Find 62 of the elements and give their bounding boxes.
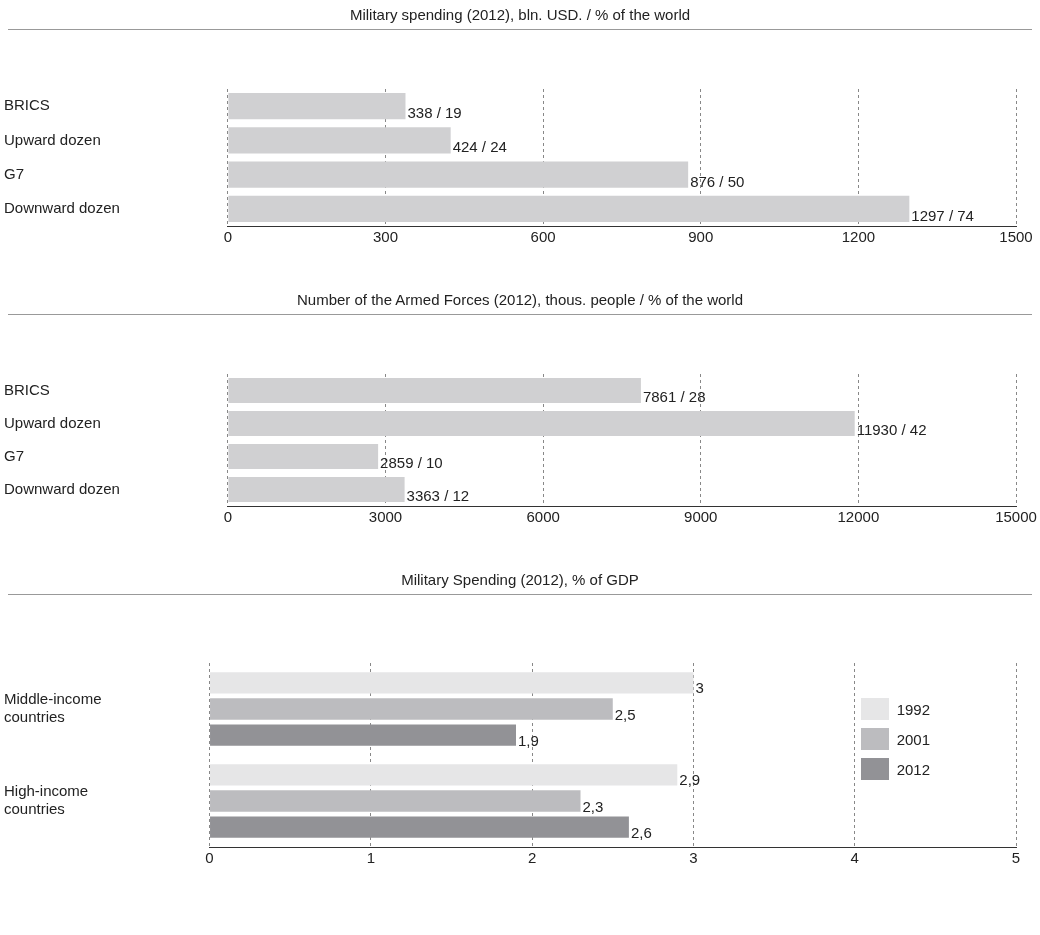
- bar: [228, 93, 406, 120]
- bar: [228, 410, 855, 437]
- data-label: 1,9: [517, 731, 539, 749]
- bar: [228, 127, 451, 154]
- data-label: 338 / 19: [407, 104, 462, 122]
- data-label: 11930 / 42: [856, 421, 927, 439]
- x-tick-label: 1200: [841, 228, 876, 246]
- bar: [228, 195, 910, 222]
- y-tick-label: Middle-income countries: [4, 690, 102, 726]
- y-tick-label: BRICS: [4, 380, 50, 398]
- data-label: 3: [695, 679, 704, 697]
- bar: [210, 698, 613, 720]
- x-tick-label: 1: [366, 849, 375, 867]
- y-tick-label: High-income countries: [4, 782, 89, 818]
- data-label: 2,6: [630, 823, 652, 841]
- data-label: 2,3: [582, 797, 604, 815]
- x-tick-label: 6000: [526, 508, 560, 526]
- data-label: 3363 / 12: [406, 487, 470, 505]
- data-label: 7861 / 28: [642, 388, 706, 406]
- x-tick-label: 9000: [684, 508, 718, 526]
- bar: [210, 764, 678, 786]
- bar: [210, 724, 516, 746]
- data-label: 2,5: [614, 705, 636, 723]
- legend-label: 2001: [896, 730, 930, 748]
- y-tick-label: Upward dozen: [4, 413, 101, 431]
- x-tick-label: 0: [205, 849, 214, 867]
- y-tick-label: G7: [4, 164, 25, 182]
- x-tick-label: 12000: [837, 508, 880, 526]
- x-tick-label: 3: [689, 849, 698, 867]
- x-tick-label: 0: [223, 508, 233, 526]
- x-tick-label: 300: [373, 228, 399, 246]
- bar: [210, 790, 581, 812]
- data-label: 876 / 50: [690, 172, 745, 190]
- y-tick-label: G7: [4, 446, 25, 464]
- legend-label: 1992: [896, 700, 930, 718]
- bar: [210, 816, 629, 838]
- bar: [228, 161, 689, 188]
- y-tick-label: Downward dozen: [4, 199, 120, 217]
- chart-title: Number of the Armed Forces (2012), thous. people / % of the world: [8, 285, 1032, 315]
- x-tick-label: 4: [850, 849, 859, 867]
- x-tick-label: 2: [527, 849, 537, 867]
- data-label: 2,9: [679, 771, 701, 789]
- bar: [228, 377, 641, 404]
- x-tick-label: 3000: [368, 508, 403, 526]
- x-tick-label: 600: [530, 228, 556, 246]
- bar: [228, 443, 379, 470]
- y-tick-label: Upward dozen: [4, 130, 101, 148]
- x-tick-label: 5: [1011, 849, 1021, 867]
- x-tick-label: 1500: [999, 228, 1033, 246]
- data-label: 2859 / 10: [380, 454, 443, 472]
- chart-title: Military Spending (2012), % of GDP: [8, 565, 1032, 595]
- chart-title: Military spending (2012), bln. USD. / % of the world: [8, 0, 1032, 30]
- bar: [228, 476, 405, 503]
- data-label: 1297 / 74: [911, 206, 974, 224]
- x-tick-label: 15000: [995, 508, 1037, 526]
- y-tick-label: Downward dozen: [4, 479, 120, 497]
- y-tick-label: BRICS: [4, 96, 50, 114]
- data-label: 424 / 24: [452, 138, 507, 156]
- x-tick-label: 0: [223, 228, 233, 246]
- bar: [210, 672, 694, 694]
- legend-label: 2012: [896, 760, 930, 778]
- x-tick-label: 900: [688, 228, 714, 246]
